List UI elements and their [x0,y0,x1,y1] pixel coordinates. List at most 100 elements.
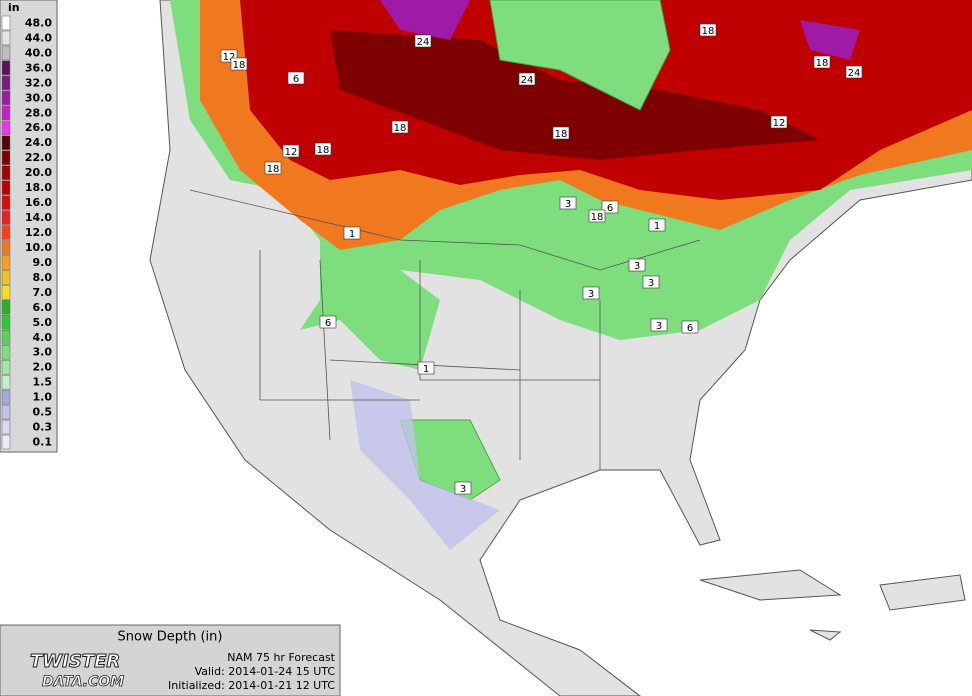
legend-swatch [1,150,11,165]
contour-label-box [699,23,717,37]
legend-label: 24.0 [25,136,52,149]
contour-label: 18 [267,164,280,175]
contour-label-box [648,218,666,232]
contour-label: 3 [648,278,654,289]
contour-label-box [314,142,332,156]
legend-label: 10.0 [25,241,52,254]
legend-swatch [1,374,11,390]
legend-swatch [1,330,11,345]
legend-swatch [1,120,11,135]
legend-swatch [1,30,11,46]
contour-label: 12 [223,52,236,63]
contour-label-box [650,318,668,332]
contour-label: 6 [607,203,613,214]
contour-label-box [601,200,619,214]
legend-swatch [1,270,11,285]
legend-swatch [1,15,11,31]
contour-label-box [319,315,337,329]
legend-swatch [1,315,11,330]
legend-swatch [1,225,11,240]
legend-label: 1.0 [33,391,53,404]
legend-swatch [1,359,11,375]
legend-label: 30.0 [25,91,52,104]
contour-label: 6 [293,74,299,85]
snow-deep [380,0,860,60]
contour-label: 18 [816,58,829,69]
contour-label: 18 [317,145,330,156]
contour-label: 3 [565,199,571,210]
legend-swatch [1,419,11,435]
contour-label-box [264,161,282,175]
legend-label: 0.1 [33,436,53,449]
contour-label-box [813,55,831,69]
legend-label: 22.0 [25,151,52,164]
legend-label: 8.0 [33,271,53,284]
info-box [0,624,341,696]
contour-label: 18 [702,26,715,37]
contour-label: 3 [634,261,640,272]
legend-label: 44.0 [25,31,52,44]
legend-swatch [1,195,11,210]
contour-label: 24 [521,75,534,86]
legend-label: 12.0 [25,226,52,239]
contour-label: 18 [233,60,246,71]
legend-label: 18.0 [25,181,52,194]
legend-label: 4.0 [33,331,53,344]
contour-label: 18 [591,212,604,223]
contour-label-box [282,144,300,158]
legend-swatch [1,300,11,315]
contour-label-box [454,481,472,495]
contour-label: 3 [588,289,594,300]
legend-swatch [1,210,11,225]
contour-label: 12 [773,118,786,129]
legend-swatch [1,45,11,61]
contour-label-box [845,65,863,79]
legend-swatch [1,135,11,150]
legend-swatch [1,180,11,195]
contour-label: 6 [325,318,331,329]
logo-line2: DATA.COM [42,674,124,690]
contour-label-box [518,72,536,86]
legend-swatch [1,75,11,91]
legend-swatch [1,105,11,121]
legend: in 48.0 44.0 40.0 36.0 32.0 30.0 28.0 26.0 24.0 2… [0,0,58,453]
legend-swatch [1,344,11,360]
legend-swatch [1,434,11,450]
contour-label-box [391,120,409,134]
contour-label: 18 [394,123,407,134]
contour-label-box [770,115,788,129]
contour-label: 3 [460,484,466,495]
info-panel: Snow Depth (in) NAM 75 hr Forecast Valid… [0,624,341,696]
legend-label: 9.0 [33,256,53,269]
legend-label: 36.0 [25,61,52,74]
legend-swatch [1,285,11,300]
hudson-bay [489,0,671,111]
model-line: NAM 75 hr Forecast [227,651,335,664]
legend-swatch [1,389,11,405]
contour-label: 1 [423,364,429,375]
contour-label: 6 [687,323,693,334]
legend-swatch [1,404,11,420]
contour-label: 1 [654,221,660,232]
legend-label: 26.0 [25,121,52,134]
legend-label: 28.0 [25,106,52,119]
legend-label: 0.5 [33,406,53,419]
legend-swatch [1,255,11,270]
legend-label: 5.0 [33,316,53,329]
contour-label: 24 [417,37,430,48]
legend-swatch [1,90,11,106]
contour-label: 18 [555,129,568,140]
contour-label-box [681,320,699,334]
legend-label: 16.0 [25,196,52,209]
contour-label-box [230,57,248,71]
contour-label-box [552,126,570,140]
legend-label: 2.0 [33,361,53,374]
valid-line: Valid: 2014-01-24 15 UTC [195,665,336,678]
contour-label-box [287,71,305,85]
snow-trace [350,380,500,550]
contour-label-box [642,275,660,289]
contour-label-box [628,258,646,272]
contour-label: 12 [285,147,298,158]
legend-label: 40.0 [25,46,52,59]
